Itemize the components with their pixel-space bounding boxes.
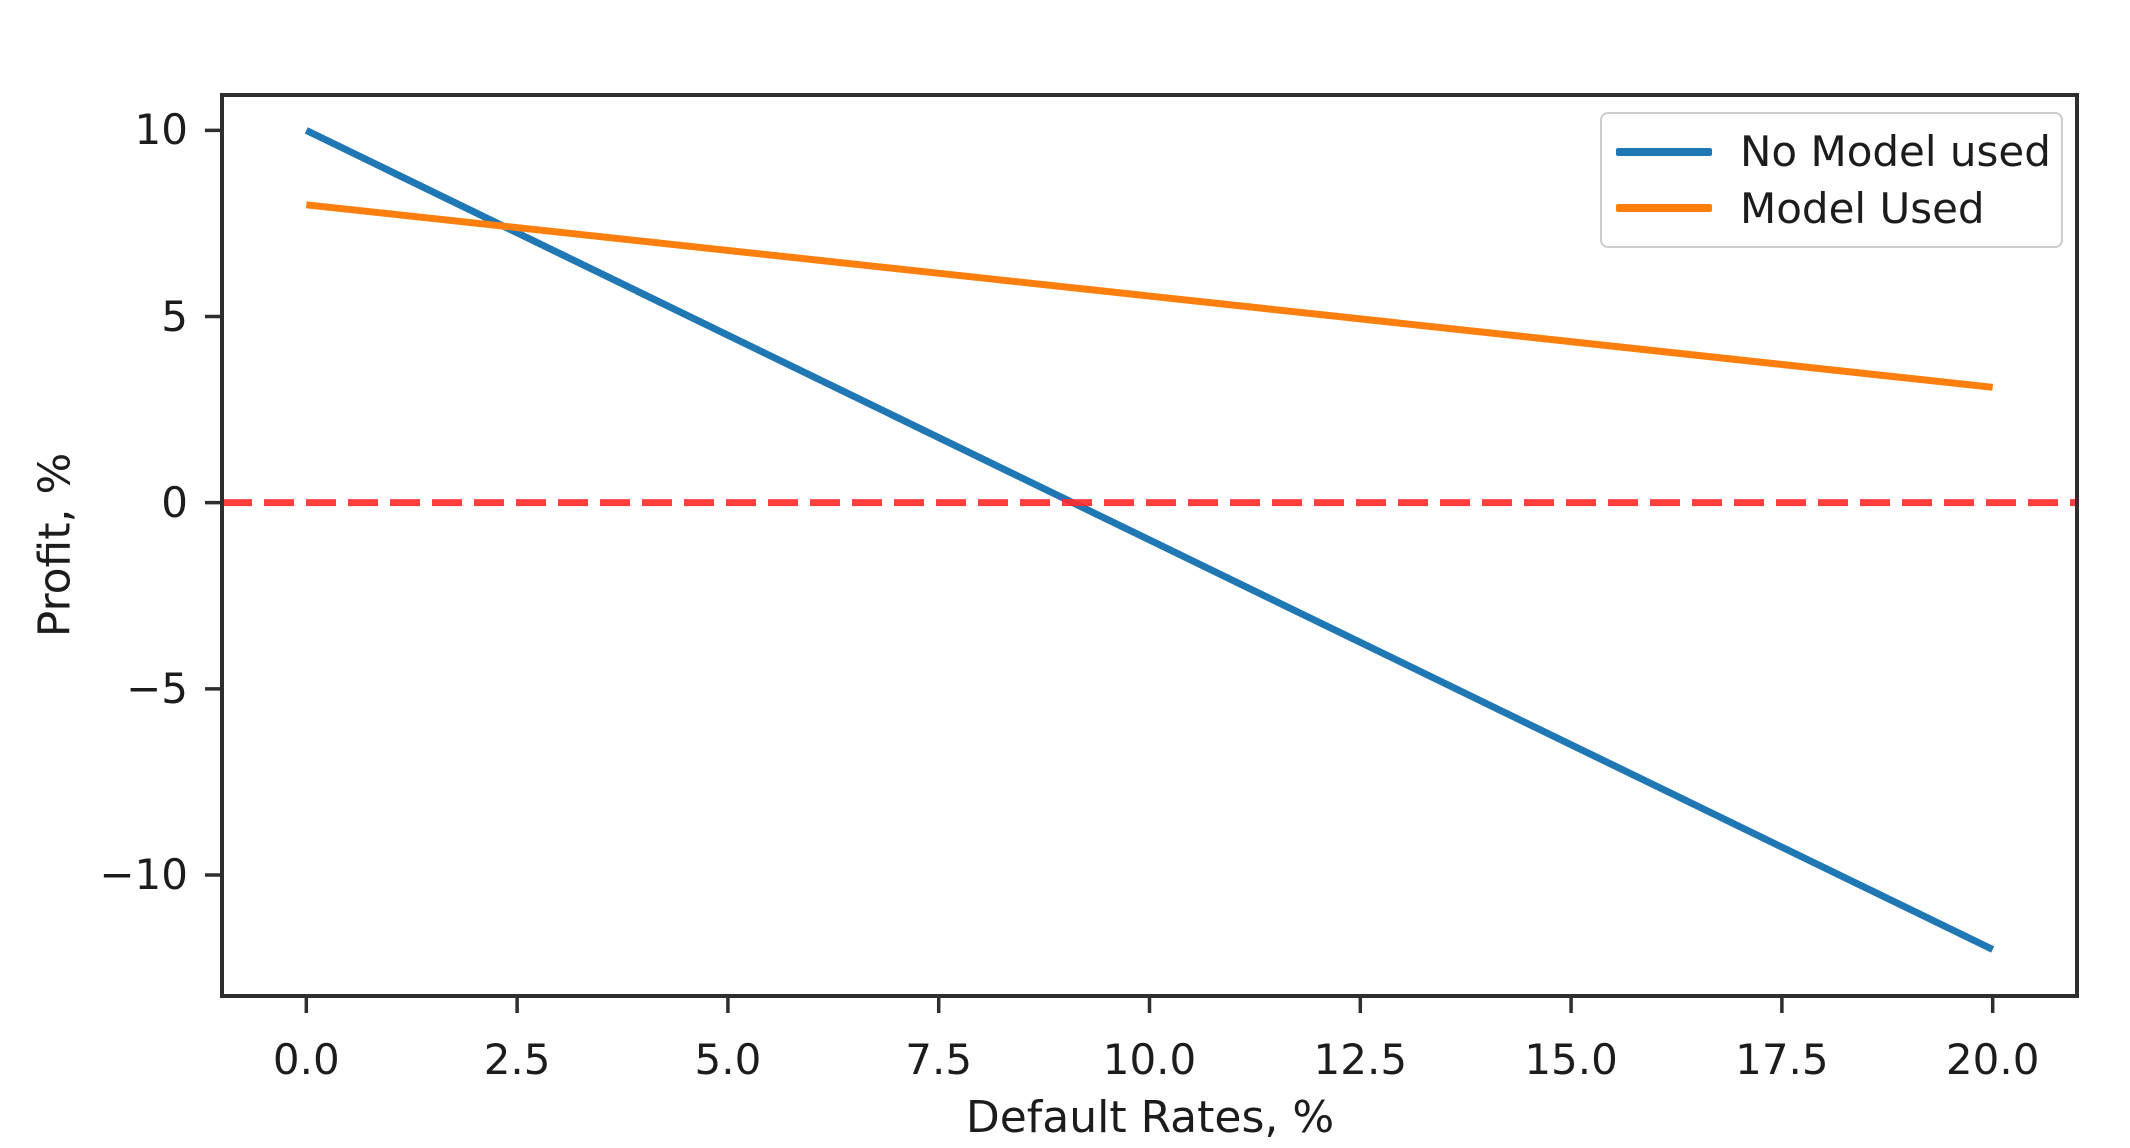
legend-label-no-model: No Model used bbox=[1740, 127, 2051, 177]
x-tick-label: 2.5 bbox=[483, 1035, 551, 1084]
y-tick-label: 5 bbox=[161, 291, 188, 341]
legend: No Model used Model Used bbox=[1600, 112, 2063, 248]
x-tick-label: 7.5 bbox=[905, 1035, 973, 1084]
x-tick-label: 5.0 bbox=[694, 1035, 762, 1084]
x-tick-label: 20.0 bbox=[1945, 1035, 2040, 1084]
x-tick-label: 10.0 bbox=[1102, 1035, 1197, 1084]
y-tick-label: −5 bbox=[126, 663, 188, 713]
y-tick-label: 10 bbox=[134, 105, 188, 155]
legend-swatch-no-model-line bbox=[1616, 147, 1712, 156]
x-tick-label: 12.5 bbox=[1313, 1035, 1408, 1084]
x-tick-label: 0.0 bbox=[272, 1035, 340, 1084]
y-tick-label: −10 bbox=[99, 849, 188, 899]
series-line-0 bbox=[304, 127, 1995, 953]
legend-item-model-used: Model Used bbox=[1616, 184, 2047, 233]
x-axis-title: Default Rates, % bbox=[965, 1092, 1335, 1143]
legend-item-no-model: No Model used bbox=[1616, 127, 2051, 176]
series-line-1 bbox=[305, 201, 1994, 391]
plot-border bbox=[220, 93, 2079, 998]
x-tick-label: 17.5 bbox=[1735, 1035, 1829, 1084]
y-tick-label: 0 bbox=[161, 477, 188, 527]
y-axis-title: Profit, % bbox=[29, 452, 81, 638]
x-tick-label: 15.0 bbox=[1524, 1035, 1618, 1084]
legend-label-model-used: Model Used bbox=[1740, 183, 1985, 233]
legend-swatch-model-used-line bbox=[1616, 204, 1712, 213]
